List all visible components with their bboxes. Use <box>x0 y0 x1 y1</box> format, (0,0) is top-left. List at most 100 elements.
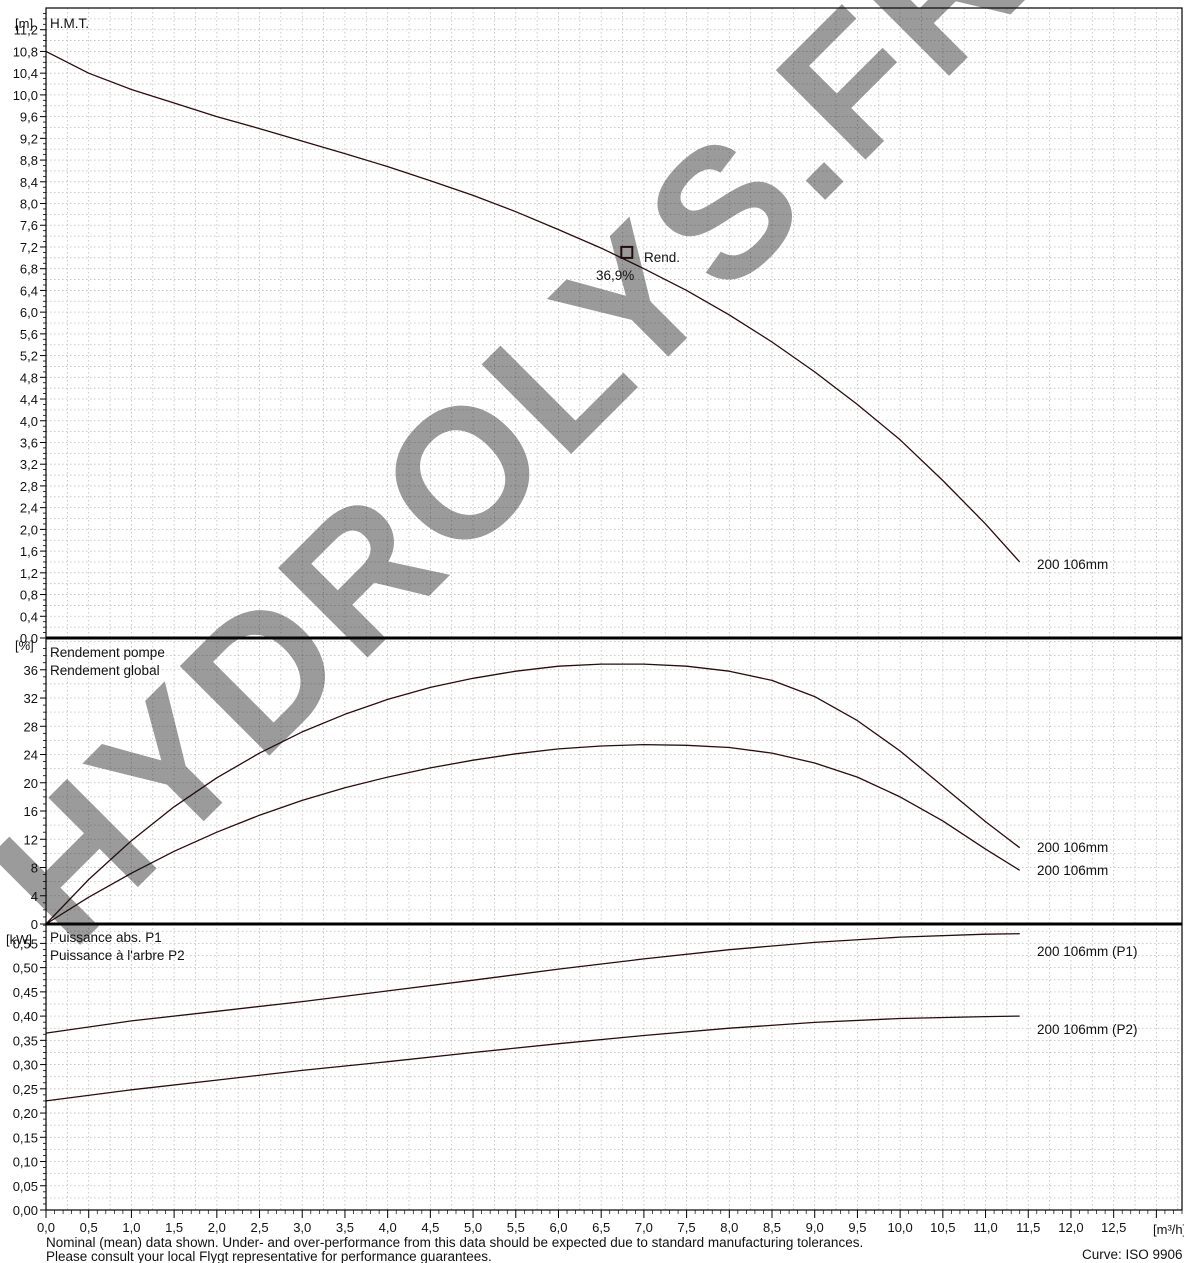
curve-efficiency-1 <box>45 743 1021 925</box>
bep-marker <box>620 245 634 259</box>
y-tick-label: 7,6 <box>20 218 38 233</box>
x-tick-label: 10,0 <box>887 1220 912 1235</box>
y-tick-label: 0,30 <box>13 1058 38 1073</box>
y-tick-label: 5,2 <box>20 349 38 364</box>
x-tick-label: 4,5 <box>421 1220 439 1235</box>
y-tick-label: 0,8 <box>20 588 38 603</box>
head-panel-labels: [m] H.M.T. Rend. 36,9% 200 106mm <box>15 16 1108 572</box>
y-tick-label: 0 <box>31 917 38 932</box>
curve-power-1 <box>45 1015 1020 1102</box>
watermark-text: HYDROLYS.FR <box>0 0 1066 981</box>
y-tick-label: 0,4 <box>20 609 38 624</box>
eff-legend-pump: Rendement pompe <box>50 645 165 660</box>
y-tick-label: 20 <box>24 776 38 791</box>
curve-efficiency-0 <box>45 663 1021 925</box>
y-tick-label: 0,20 <box>13 1106 38 1121</box>
eff-series-label-pump: 200 106mm <box>1037 840 1108 855</box>
y-tick-label: 0,0 <box>20 631 38 646</box>
y-tick-label: 0,25 <box>13 1082 38 1097</box>
bep-efficiency-label: 36,9% <box>596 268 634 283</box>
y-tick-label: 3,6 <box>20 435 38 450</box>
x-tick-label: 8,5 <box>763 1220 781 1235</box>
y-tick-label: 4,8 <box>20 370 38 385</box>
curves <box>45 50 1021 1102</box>
y-tick-label: 2,8 <box>20 479 38 494</box>
x-tick-label: 6,0 <box>549 1220 567 1235</box>
bep-marker-group <box>620 245 634 259</box>
x-tick-label: 7,0 <box>635 1220 653 1235</box>
x-tick-label: 9,0 <box>806 1220 824 1235</box>
grid <box>46 8 1182 1210</box>
x-axis-unit: [m³/h] <box>1153 1222 1184 1237</box>
y-tick-label: 6,0 <box>20 305 38 320</box>
efficiency-panel-labels: [%] Rendement pompe Rendement global 200… <box>15 638 1108 878</box>
y-tick-label: 24 <box>24 748 38 763</box>
eff-unit: [%] <box>15 638 34 653</box>
x-tick-label: 9,5 <box>848 1220 866 1235</box>
bep-label: Rend. <box>644 250 680 265</box>
footer-curve-ref: Curve: ISO 9906 <box>1082 1247 1183 1262</box>
y-tick-label: 0,45 <box>13 985 38 1000</box>
y-tick-label: 6,8 <box>20 262 38 277</box>
footer-note-line2: Please consult your local Flygt represen… <box>46 1249 492 1263</box>
curve-head-0 <box>45 50 1021 563</box>
power-unit: [kW] <box>6 932 32 947</box>
y-tick-label: 4 <box>31 889 38 904</box>
power-legend-p2: Puissance à l'arbre P2 <box>50 948 185 963</box>
y-tick-label: 32 <box>24 691 38 706</box>
y-tick-label: 5,6 <box>20 327 38 342</box>
y-tick-label: 16 <box>24 804 38 819</box>
y-tick-label: 6,4 <box>20 283 38 298</box>
x-tick-label: 11,5 <box>1016 1220 1040 1235</box>
x-tick-label: 10,5 <box>930 1220 955 1235</box>
y-tick-label: 12 <box>24 832 38 847</box>
x-tick-label: 12,0 <box>1058 1220 1083 1235</box>
x-tick-label: 0,0 <box>37 1220 55 1235</box>
head-series-label: 200 106mm <box>1037 557 1108 572</box>
x-tick-label: 6,5 <box>592 1220 610 1235</box>
y-tick-label: 2,0 <box>20 522 38 537</box>
x-tick-label: 1,5 <box>165 1220 183 1235</box>
power-series-label-p1: 200 106mm (P1) <box>1037 944 1138 959</box>
y-tick-label: 10,8 <box>13 44 38 59</box>
ticks: 0,0 0,4 0,8 1,2 1,6 2,0 2,4 2,8 3,2 3,6 4,0 4,4 4,8 5… <box>13 13 1183 1235</box>
x-tick-label: 5,5 <box>507 1220 525 1235</box>
y-tick-label: 0,35 <box>13 1033 38 1048</box>
power-panel-labels: [kW] Puissance abs. P1 Puissance à l'arb… <box>6 930 1138 1037</box>
y-tick-label: 0,05 <box>13 1179 38 1194</box>
x-tick-label: 11,0 <box>973 1220 997 1235</box>
power-legend-p1: Puissance abs. P1 <box>50 930 162 945</box>
y-tick-label: 11,2 <box>14 23 38 38</box>
y-tick-label: 4,0 <box>20 414 38 429</box>
x-tick-label: 8,0 <box>720 1220 738 1235</box>
x-tick-label: 5,0 <box>464 1220 482 1235</box>
y-tick-label: 4,4 <box>20 392 38 407</box>
eff-legend-global: Rendement global <box>50 663 160 678</box>
panel-frames <box>45 7 1183 1211</box>
y-tick-label: 8,8 <box>20 153 38 168</box>
y-tick-label: 2,4 <box>20 501 38 516</box>
y-tick-label: 8 <box>31 861 38 876</box>
y-tick-label: 9,2 <box>20 131 38 146</box>
head-unit: [m] <box>15 16 33 31</box>
panel-frame-power <box>45 923 1183 1211</box>
curve-power-0 <box>45 933 1020 1034</box>
x-tick-label: 7,5 <box>678 1220 696 1235</box>
y-tick-label: 8,4 <box>20 175 38 190</box>
y-tick-label: 7,2 <box>20 240 38 255</box>
x-tick-label: 3,0 <box>293 1220 311 1235</box>
y-tick-label: 36 <box>24 663 38 678</box>
y-tick-label: 3,2 <box>20 457 38 472</box>
x-tick-label: 12,5 <box>1101 1220 1126 1235</box>
y-tick-label: 0,15 <box>13 1130 38 1145</box>
y-tick-label: 1,6 <box>20 544 38 559</box>
x-tick-label: 2,5 <box>250 1220 268 1235</box>
y-tick-label: 0,00 <box>13 1203 38 1218</box>
y-tick-label: 10,4 <box>13 66 38 81</box>
power-series-label-p2: 200 106mm (P2) <box>1037 1022 1138 1037</box>
x-tick-label: 1,0 <box>122 1220 140 1235</box>
eff-series-label-global: 200 106mm <box>1037 863 1108 878</box>
y-tick-label: 9,6 <box>20 110 38 125</box>
y-tick-label: 0,55 <box>13 936 38 951</box>
